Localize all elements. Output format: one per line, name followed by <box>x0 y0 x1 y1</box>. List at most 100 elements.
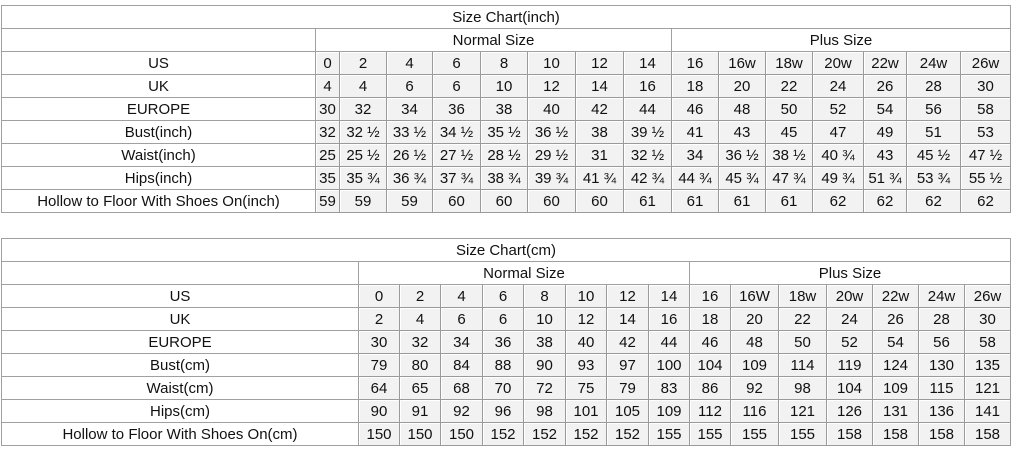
table-cell: 30 <box>959 74 1012 98</box>
table-cell: 93 <box>565 353 607 377</box>
table-cell: 72 <box>523 376 566 400</box>
size-chart-inch-table: Size Chart(inch) Normal Size Plus Size US 0 2… <box>0 5 1012 213</box>
table-cell: 2 <box>339 51 387 75</box>
table-cell: 62 <box>812 189 864 213</box>
table-cell: 50 <box>778 330 827 354</box>
table-cell: 60 <box>432 189 481 213</box>
table-cell: 60 <box>575 189 624 213</box>
row-label: EUROPE <box>1 330 359 354</box>
table-cell: 119 <box>826 353 873 377</box>
table-cell: 150 <box>399 422 441 446</box>
table-cell: 14 <box>648 284 690 308</box>
table-cell: 32 <box>339 97 387 121</box>
table-cell: 46 <box>689 330 731 354</box>
table-cell: 58 <box>963 330 1012 354</box>
table-cell: 158 <box>872 422 919 446</box>
table-cell: 80 <box>399 353 441 377</box>
table-cell: 49 ¾ <box>812 166 864 190</box>
empty-cell <box>1 28 316 52</box>
table-cell: 59 <box>315 189 340 213</box>
table-cell: 83 <box>648 376 690 400</box>
table-cell: 34 <box>440 330 483 354</box>
table-cell: 35 ½ <box>480 120 528 144</box>
table-title: Size Chart(cm) <box>0 238 1012 262</box>
table-cell: 16 <box>623 74 672 98</box>
table-cell: 47 <box>812 120 864 144</box>
table-cell: 39 ¾ <box>527 166 576 190</box>
table-cell: 114 <box>778 353 827 377</box>
table-cell: 6 <box>432 51 481 75</box>
table-cell: 58 <box>959 97 1012 121</box>
table-cell: 34 ½ <box>432 120 481 144</box>
group-plus-size: Plus Size <box>688 261 1012 285</box>
table-cell: 53 ¾ <box>906 166 961 190</box>
table-cell: 131 <box>872 399 919 423</box>
table-cell: 10 <box>480 74 528 98</box>
table-cell: 61 <box>671 189 719 213</box>
table-cell: 130 <box>918 353 965 377</box>
table-cell: 33 ½ <box>386 120 433 144</box>
table-cell: 12 <box>527 74 576 98</box>
table-cell: 44 ¾ <box>671 166 719 190</box>
table-cell: 155 <box>648 422 690 446</box>
table-cell: 0 <box>358 284 400 308</box>
table-cell: 136 <box>918 399 965 423</box>
table-cell: 155 <box>730 422 779 446</box>
table-cell: 98 <box>523 399 566 423</box>
table-cell: 22w <box>872 284 919 308</box>
table-cell: 47 ¾ <box>765 166 813 190</box>
table-cell: 152 <box>523 422 566 446</box>
table-cell: 16W <box>730 284 779 308</box>
table-cell: 26w <box>959 51 1012 75</box>
table-cell: 48 <box>718 97 766 121</box>
table-cell: 50 <box>765 97 813 121</box>
table-cell: 24w <box>906 51 961 75</box>
table-cell: 150 <box>440 422 483 446</box>
row-label: Waist(inch) <box>1 143 316 167</box>
table-cell: 86 <box>689 376 731 400</box>
table-cell: 10 <box>523 307 566 331</box>
row-label: US <box>1 284 359 308</box>
table-cell: 126 <box>826 399 873 423</box>
table-cell: 31 <box>575 143 624 167</box>
table-cell: 26 ½ <box>386 143 433 167</box>
row-label: EUROPE <box>1 97 316 121</box>
table-cell: 4 <box>315 74 340 98</box>
table-cell: 20 <box>718 74 766 98</box>
table-cell: 20w <box>812 51 864 75</box>
row-label: Hips(inch) <box>1 166 316 190</box>
title-row: Size Chart(inch) <box>0 5 1012 29</box>
table-cell: 62 <box>959 189 1012 213</box>
table-cell: 97 <box>606 353 649 377</box>
table-cell: 91 <box>399 399 441 423</box>
row-label: Hollow to Floor With Shoes On(inch) <box>1 189 316 213</box>
table-cell: 36 <box>432 97 481 121</box>
table-cell: 40 <box>565 330 607 354</box>
table-cell: 41 <box>671 120 719 144</box>
table-row: EUROPE 30 32 34 36 38 40 42 44 46 48 50 52 54 56 58 <box>1 330 1012 354</box>
table-cell: 84 <box>440 353 483 377</box>
table-row: Bust(cm) 79 80 84 88 90 93 97 100 104 109 114 119 124… <box>1 353 1012 377</box>
table-row: Hollow to Floor With Shoes On(inch) 59 59 5… <box>1 189 1012 213</box>
table-cell: 36 ¾ <box>386 166 433 190</box>
table-cell: 38 <box>575 120 624 144</box>
table-cell: 26 <box>872 307 919 331</box>
table-cell: 14 <box>575 74 624 98</box>
table-cell: 6 <box>482 284 524 308</box>
table-cell: 37 ¾ <box>432 166 481 190</box>
table-cell: 64 <box>358 376 400 400</box>
group-plus-size: Plus Size <box>670 28 1012 52</box>
table-cell: 4 <box>440 284 483 308</box>
row-label: Bust(cm) <box>1 353 359 377</box>
row-label: UK <box>1 307 359 331</box>
table-cell: 155 <box>778 422 827 446</box>
table-cell: 32 ½ <box>339 120 387 144</box>
table-cell: 124 <box>872 353 919 377</box>
table-cell: 60 <box>527 189 576 213</box>
table-cell: 92 <box>730 376 779 400</box>
table-cell: 45 ¾ <box>718 166 766 190</box>
table-cell: 27 ½ <box>432 143 481 167</box>
table-cell: 24 <box>826 307 873 331</box>
table-cell: 121 <box>963 376 1012 400</box>
